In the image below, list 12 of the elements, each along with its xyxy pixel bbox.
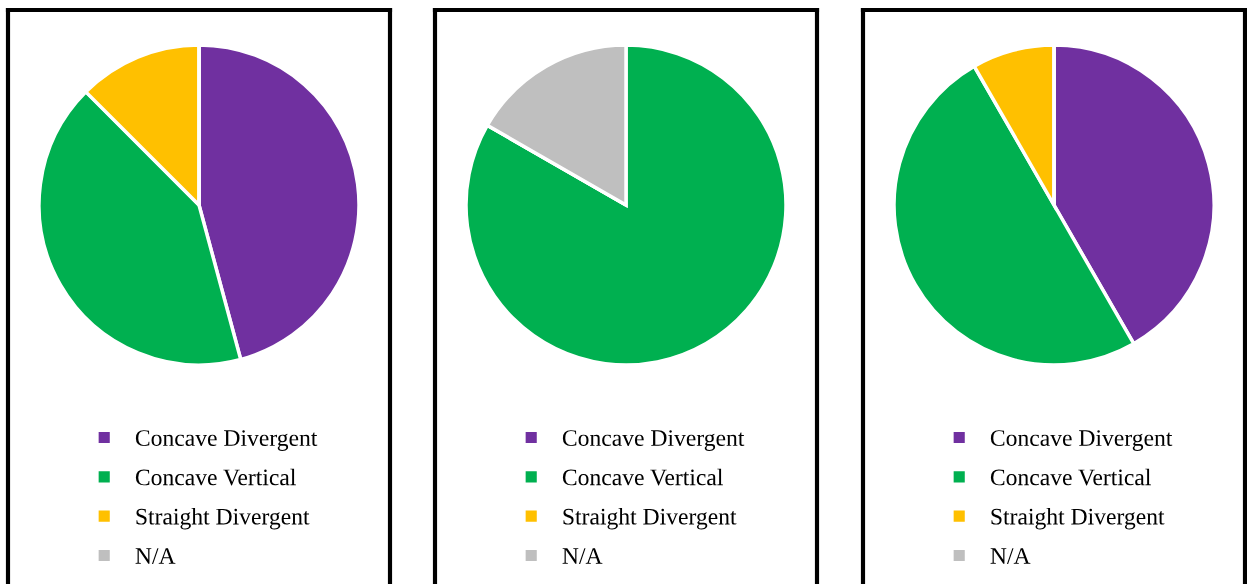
legend-label: Concave Divergent — [562, 430, 745, 451]
legend-label: Concave Divergent — [990, 430, 1173, 451]
legend-label: Straight Divergent — [136, 508, 310, 530]
legend-label: Concave Vertical — [990, 468, 1151, 486]
legend-label: Straight Divergent — [991, 508, 1165, 530]
legend-label: Concave Vertical — [562, 468, 723, 486]
legend-label: Concave Divergent — [135, 430, 318, 451]
legend-label: N/A — [562, 548, 603, 564]
legend-label: Straight Divergent — [563, 508, 737, 530]
legend-label: N/A — [135, 548, 176, 564]
legend-label: N/A — [990, 548, 1031, 564]
legend-label: Concave Vertical — [135, 468, 296, 486]
